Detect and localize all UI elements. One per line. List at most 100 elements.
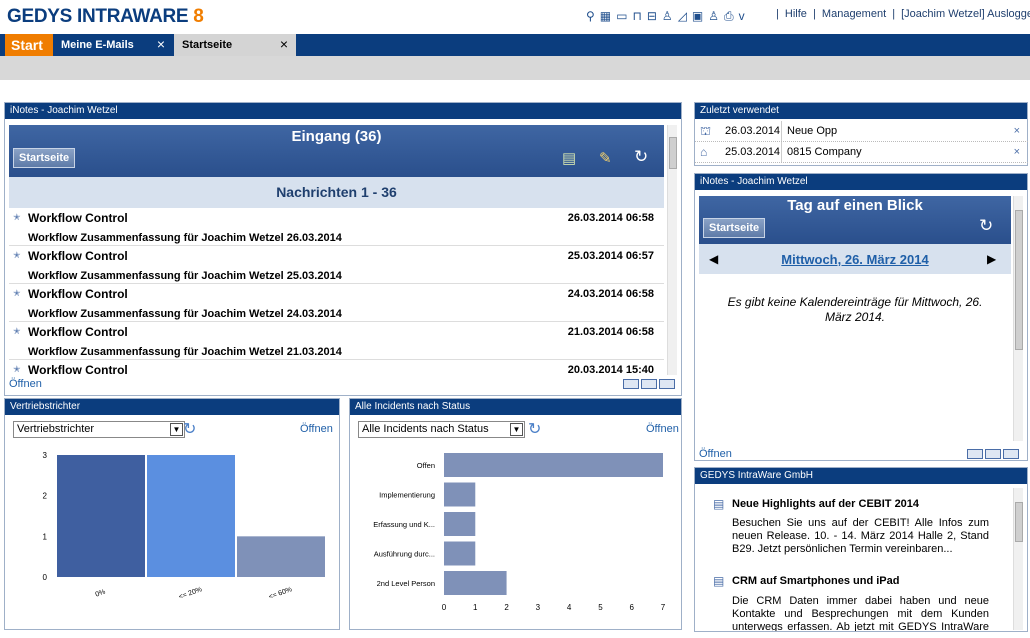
print-dropdown[interactable]: v <box>738 9 745 23</box>
scroll-thumb[interactable] <box>1015 210 1023 350</box>
refresh-icon[interactable]: ↻ <box>528 421 542 438</box>
open-link[interactable]: Öffnen <box>646 423 679 435</box>
refresh-icon[interactable]: ↻ <box>183 421 197 438</box>
bar <box>444 453 663 477</box>
close-icon[interactable]: × <box>279 36 288 52</box>
date-link[interactable]: Mittwoch, 26. März 2014 <box>781 252 929 267</box>
message-list: ✭ Workflow Control 26.03.2014 06:58 Workflo… <box>9 208 664 375</box>
calendar-icon[interactable]: ▦ <box>599 9 612 23</box>
view-small-icon[interactable] <box>623 379 639 389</box>
refresh-icon[interactable]: ↻ <box>979 216 994 235</box>
view-small-icon[interactable] <box>967 449 983 459</box>
open-link[interactable]: Öffnen <box>300 423 333 435</box>
company-icon: ⌂ <box>700 145 708 159</box>
inbox-scrollbar[interactable] <box>667 125 677 375</box>
open-link[interactable]: Öffnen <box>9 378 42 390</box>
list-item[interactable]: ✭ Workflow Control 25.03.2014 06:57 Workflo… <box>9 246 664 284</box>
document-icon[interactable]: ◿ <box>677 9 687 23</box>
y-tick-label: 3 <box>43 451 48 460</box>
tab-start[interactable]: Start <box>5 34 53 56</box>
list-item[interactable]: ✭ Workflow Control 26.03.2014 06:58 Workflo… <box>9 208 664 246</box>
top-links: | Hilfe | Management | [Joachim Wetzel] … <box>776 8 1030 20</box>
list-item[interactable]: ✭ Workflow Control 24.03.2014 06:58 Workflo… <box>9 284 664 322</box>
close-icon[interactable]: × <box>156 36 165 52</box>
x-tick-label: <= 60% <box>268 586 293 601</box>
x-tick-label: 7 <box>661 603 666 612</box>
view-large-icon[interactable] <box>659 379 675 389</box>
x-tick-label: 0 <box>442 603 447 612</box>
remove-icon[interactable]: × <box>1013 146 1020 158</box>
news-scrollbar[interactable] <box>1013 488 1023 630</box>
news-text: Die CRM Daten immer dabei haben und neue… <box>732 595 989 632</box>
new-message-icon[interactable]: ▤ <box>562 150 577 167</box>
open-link[interactable]: Öffnen <box>699 448 732 460</box>
panel-header: GEDYS IntraWare GmbH <box>695 468 1027 484</box>
tab-startseite[interactable]: Startseite × <box>174 34 296 56</box>
view-medium-icon[interactable] <box>641 379 657 389</box>
print-icon[interactable]: ⎙ <box>724 9 734 23</box>
message-date: 20.03.2014 15:40 <box>567 364 654 375</box>
inotes-day-panel: iNotes - Joachim Wetzel Tag auf einen Bl… <box>694 173 1028 461</box>
news-title[interactable]: Neue Highlights auf der CEBIT 2014 <box>732 498 920 510</box>
chevron-down-icon[interactable]: ▼ <box>510 423 523 436</box>
bar <box>237 536 325 577</box>
incidents-chart: Offen Implementierung Erfassung und K... Au… <box>373 453 666 612</box>
scroll-thumb[interactable] <box>1015 502 1023 542</box>
list-item[interactable]: ⛫ 26.03.2014 Neue Opp × <box>695 121 1028 142</box>
star-icon[interactable]: ✭ <box>13 288 21 298</box>
message-date: 24.03.2014 06:58 <box>567 288 654 300</box>
app-logo: GEDYS INTRAWARE 8 <box>7 6 204 28</box>
message-subject: Workflow Zusammenfassung für Joachim Wet… <box>28 308 342 320</box>
list-item[interactable]: ✭ Workflow Control 21.03.2014 06:58 Workflo… <box>9 322 664 360</box>
list-item[interactable]: ✭ Workflow Control 20.03.2014 15:40 <box>9 360 664 375</box>
day-scrollbar[interactable] <box>1013 196 1023 441</box>
funnel-select-value: Vertriebstrichter <box>17 423 95 435</box>
panel-header: Alle Incidents nach Status <box>350 399 681 415</box>
funnel-chart: 0 1 2 3 0% <= 20% <= 60% <box>43 451 325 601</box>
news-panel: GEDYS IntraWare GmbH ▤ Neue Highlights a… <box>694 467 1028 632</box>
no-entries-text: Es gibt keine Kalendereinträge für Mittw… <box>727 295 983 324</box>
star-icon[interactable]: ✭ <box>13 250 21 260</box>
task-icon[interactable]: ⚲ <box>586 9 595 23</box>
briefcase-icon[interactable]: ⊟ <box>646 9 657 23</box>
new-memo-icon[interactable]: ✎ <box>599 150 612 167</box>
cart-icon[interactable]: ⊓ <box>632 9 642 23</box>
y-tick-label: Ausführung durc... <box>374 550 435 559</box>
contact-icon[interactable]: ♙ <box>661 9 673 23</box>
remove-icon[interactable]: × <box>1013 125 1020 137</box>
management-link[interactable]: Management <box>821 8 887 20</box>
help-link[interactable]: Hilfe <box>784 8 807 20</box>
panel-header: iNotes - Joachim Wetzel <box>5 103 681 119</box>
view-large-icon[interactable] <box>1003 449 1019 459</box>
list-item[interactable]: ⌂ 25.03.2014 0815 Company × <box>695 142 1028 163</box>
scroll-thumb[interactable] <box>669 137 677 169</box>
window-icon[interactable]: ▣ <box>691 9 704 23</box>
x-tick-label: 4 <box>567 603 572 612</box>
logout-link[interactable]: [Joachim Wetzel] Ausloggen <box>901 8 1030 20</box>
home-button[interactable]: Startseite <box>703 218 766 238</box>
panel-header: Zuletzt verwendet <box>695 103 1027 119</box>
incidents-select[interactable]: Alle Incidents nach Status ▼ <box>358 421 525 438</box>
star-icon[interactable]: ✭ <box>13 212 21 222</box>
star-icon[interactable]: ✭ <box>13 364 21 374</box>
bar <box>444 512 476 536</box>
prev-day-button[interactable]: ◀ <box>709 252 719 266</box>
star-icon[interactable]: ✭ <box>13 326 21 336</box>
news-title[interactable]: CRM auf Smartphones und iPad <box>732 575 900 587</box>
funnel-select[interactable]: Vertriebstrichter ▼ <box>13 421 185 438</box>
home-button[interactable]: Startseite <box>13 148 76 168</box>
incidents-select-value: Alle Incidents nach Status <box>362 423 489 435</box>
refresh-icon[interactable]: ↻ <box>634 147 649 166</box>
folder-icon[interactable]: ▭ <box>616 9 628 23</box>
chevron-down-icon[interactable]: ▼ <box>170 423 183 436</box>
user-icon[interactable]: ♙ <box>708 9 720 23</box>
day-title: Tag auf einen Blick <box>787 197 923 214</box>
x-tick-label: 0% <box>95 589 107 599</box>
next-day-button[interactable]: ▶ <box>987 252 997 266</box>
view-medium-icon[interactable] <box>985 449 1001 459</box>
panel-header: Vertriebstrichter <box>5 399 339 415</box>
tab-my-emails[interactable]: Meine E-Mails × <box>53 34 173 56</box>
y-tick-label: Erfassung und K... <box>373 520 435 529</box>
recent-date: 25.03.2014 <box>725 146 781 158</box>
message-from: Workflow Control <box>28 249 128 263</box>
